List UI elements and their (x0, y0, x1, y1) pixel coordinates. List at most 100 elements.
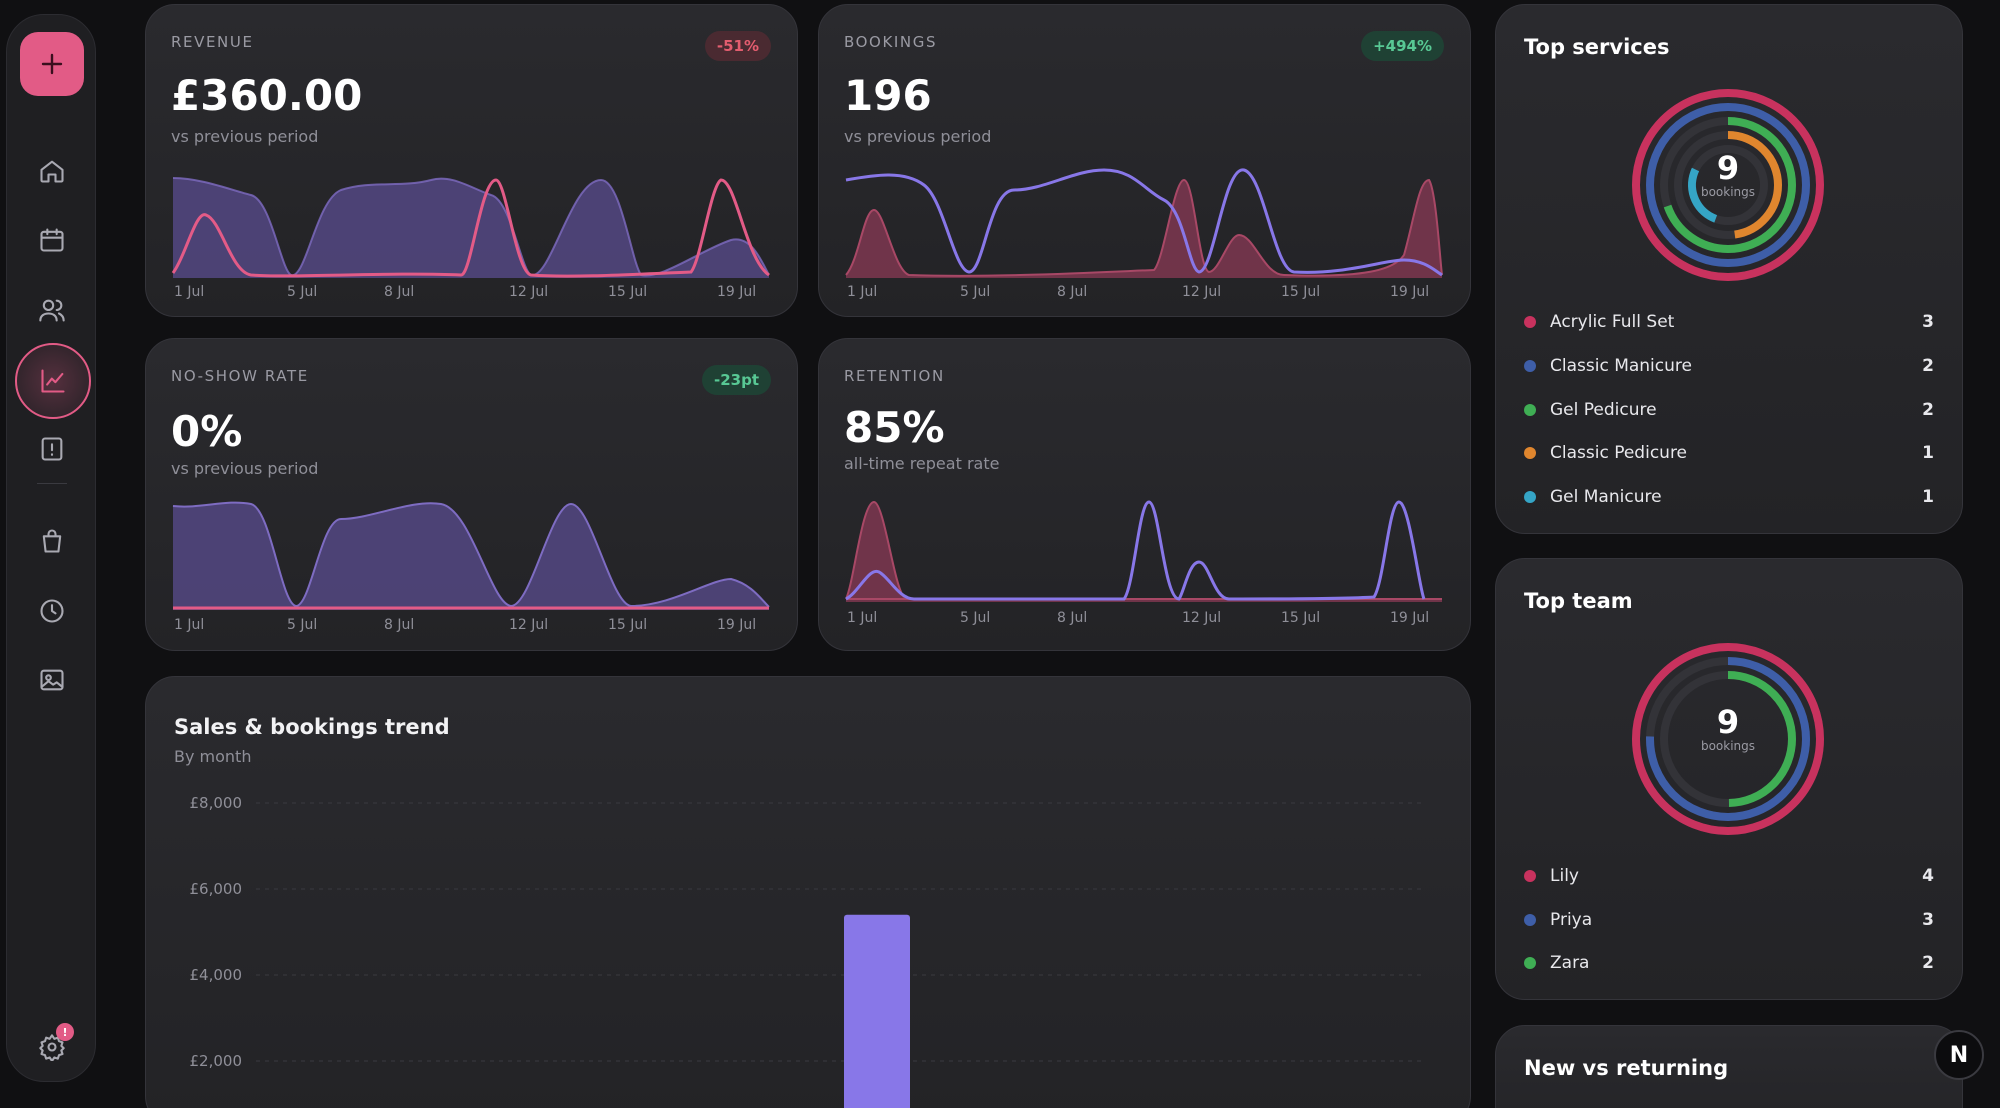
kpi-value: 196 (844, 71, 932, 120)
sales-trend-card: Sales & bookings trend By month £8,000 £6… (145, 676, 1471, 1108)
y-tick-label: £6,000 (190, 880, 243, 898)
legend-name: Gel Manicure (1550, 487, 1662, 507)
x-label: 19 Jul (1390, 610, 1430, 626)
basket-icon (42, 529, 62, 553)
home-icon (40, 160, 64, 183)
x-axis-labels: 1 Jul 5 Jul 8 Jul 12 Jul 15 Jul 19 Jul (171, 284, 771, 304)
legend-name: Gel Pedicure (1550, 400, 1657, 420)
plus-icon (41, 53, 63, 75)
x-label: 15 Jul (608, 617, 648, 633)
legend-row: Gel Pedicure 2 (1524, 395, 1934, 425)
x-label: 12 Jul (509, 284, 549, 300)
retention-card: RETENTION 85% all-time repeat rate 1 Jul… (818, 338, 1471, 651)
kpi-value: 0% (171, 407, 243, 456)
legend-count: 1 (1922, 487, 1934, 507)
legend-name: Classic Manicure (1550, 356, 1692, 376)
calendar-nav[interactable] (28, 216, 76, 264)
legend-row: Classic Manicure 2 (1524, 351, 1934, 381)
x-label: 12 Jul (1182, 284, 1222, 300)
kpi-label: REVENUE (171, 33, 254, 51)
x-label: 12 Jul (509, 617, 549, 633)
chart-title: Sales & bookings trend (174, 715, 450, 739)
reports-nav[interactable] (28, 425, 76, 473)
kpi-value: £360.00 (171, 71, 363, 120)
donut-total-label: bookings (1700, 739, 1756, 753)
legend-row: Zara 2 (1524, 948, 1934, 978)
x-label: 15 Jul (608, 284, 648, 300)
sidebar: ! (6, 14, 96, 1082)
help-button[interactable]: N (1934, 1030, 1984, 1080)
alert-icon (41, 437, 63, 461)
y-tick-label: £4,000 (190, 966, 243, 984)
shop-nav[interactable] (28, 517, 76, 565)
legend-count: 4 (1922, 866, 1934, 886)
x-label: 19 Jul (1390, 284, 1430, 300)
home-nav[interactable] (28, 147, 76, 195)
x-axis-labels: 1 Jul 5 Jul 8 Jul 12 Jul 15 Jul 19 Jul (844, 284, 1444, 304)
kpi-subtitle: vs previous period (171, 459, 319, 478)
legend-count: 1 (1922, 443, 1934, 463)
top-services-card: Top services 9 bookings Acrylic Full Set… (1495, 4, 1963, 534)
clock-icon (40, 599, 64, 623)
analytics-nav[interactable] (15, 343, 91, 419)
users-icon (39, 299, 65, 322)
x-axis-labels: 1 Jul 5 Jul 8 Jul 12 Jul 15 Jul 19 Jul (844, 610, 1444, 630)
legend-dot (1524, 360, 1536, 372)
y-tick-label: £8,000 (190, 794, 243, 812)
bar[interactable] (844, 914, 910, 1108)
history-nav[interactable] (28, 587, 76, 635)
kpi-subtitle: all-time repeat rate (844, 454, 1000, 473)
retention-sparkline (845, 500, 1442, 602)
kpi-value: 85% (844, 403, 945, 452)
x-label: 5 Jul (960, 610, 991, 626)
gallery-nav[interactable] (28, 656, 76, 704)
donut-total: 9 (1716, 703, 1740, 741)
x-label: 8 Jul (384, 284, 415, 300)
notification-badge: ! (56, 1023, 74, 1041)
legend-row: Acrylic Full Set 3 (1524, 307, 1934, 337)
x-label: 8 Jul (1057, 284, 1088, 300)
legend-row: Gel Manicure 1 (1524, 482, 1934, 512)
legend-dot (1524, 491, 1536, 503)
x-label: 15 Jul (1281, 284, 1321, 300)
legend-name: Priya (1550, 910, 1593, 930)
legend-dot (1524, 870, 1536, 882)
bookings-sparkline (845, 168, 1443, 278)
no-show-sparkline (172, 501, 770, 610)
legend-row: Priya 3 (1524, 905, 1934, 935)
image-icon (40, 669, 64, 691)
legend-name: Classic Pedicure (1550, 443, 1688, 463)
legend-dot (1524, 316, 1536, 328)
panel-title: New vs returning (1524, 1056, 1729, 1080)
settings-nav[interactable]: ! (28, 1023, 76, 1071)
donut-total-label: bookings (1700, 185, 1756, 199)
kpi-subtitle: vs previous period (171, 127, 319, 146)
x-label: 8 Jul (1057, 610, 1088, 626)
kpi-subtitle: vs previous period (844, 127, 992, 146)
legend-row: Classic Pedicure 1 (1524, 438, 1934, 468)
delta-badge: -23pt (701, 365, 771, 395)
add-button[interactable] (20, 32, 84, 96)
legend-count: 2 (1922, 400, 1934, 420)
panel-title: Top team (1524, 589, 1633, 613)
legend-count: 2 (1922, 356, 1934, 376)
kpi-label: RETENTION (844, 367, 945, 385)
x-label: 15 Jul (1281, 610, 1321, 626)
x-label: 12 Jul (1182, 610, 1222, 626)
legend-name: Zara (1550, 953, 1590, 973)
y-tick-label: £2,000 (190, 1052, 243, 1070)
x-label: 8 Jul (384, 617, 415, 633)
legend-count: 3 (1922, 910, 1934, 930)
x-label: 1 Jul (847, 610, 878, 626)
legend-dot (1524, 447, 1536, 459)
top-team-card: Top team 9 bookings Lily 4 Priya 3 Zara … (1495, 558, 1963, 1000)
bookings-card: BOOKINGS +494% 196 vs previous period 1 … (818, 4, 1471, 317)
gear-icon (39, 1034, 65, 1061)
legend-count: 3 (1922, 312, 1934, 332)
clients-nav[interactable] (28, 286, 76, 334)
x-label: 1 Jul (174, 284, 205, 300)
donut-total: 9 (1716, 149, 1740, 187)
delta-badge: +494% (1361, 31, 1444, 61)
chart-subtitle: By month (174, 747, 252, 766)
delta-badge: -51% (704, 31, 771, 61)
